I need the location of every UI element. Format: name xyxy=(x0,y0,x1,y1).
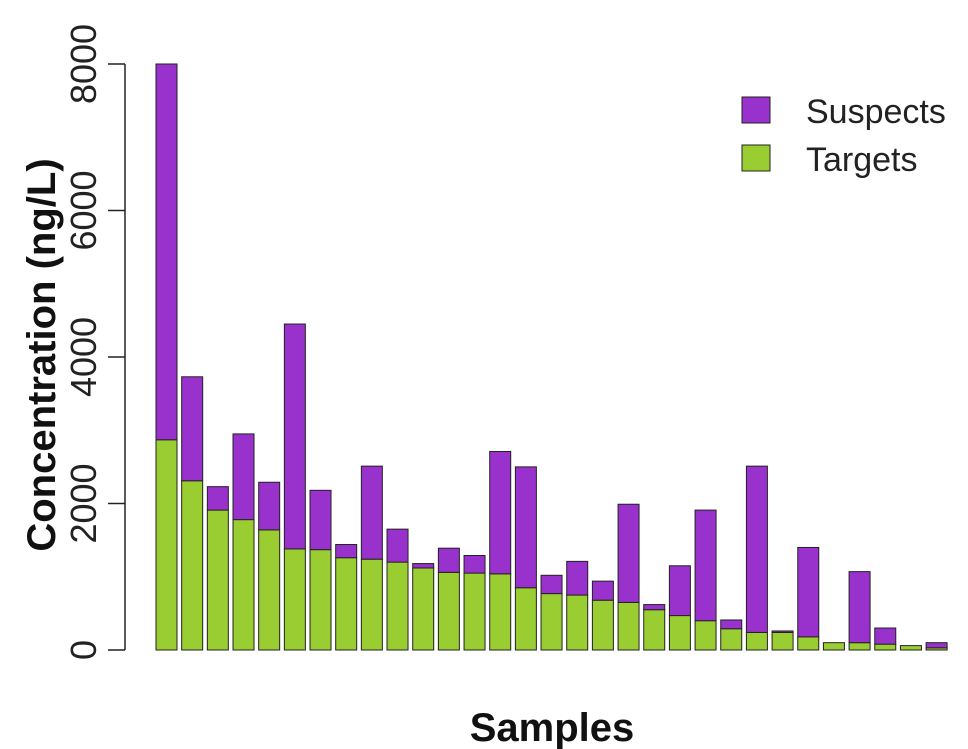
bar-suspects xyxy=(694,509,717,622)
bar-suspects xyxy=(206,486,229,511)
bar-targets xyxy=(668,615,691,651)
bar-targets xyxy=(283,548,306,651)
bar-suspects xyxy=(720,619,743,630)
bar-targets xyxy=(899,645,922,651)
y-axis-title: Concentration (ng/L) xyxy=(20,158,64,551)
bar-suspects xyxy=(181,376,204,482)
bar-suspects xyxy=(771,630,794,633)
bar-targets xyxy=(643,609,666,651)
bar-suspects xyxy=(591,580,614,601)
legend: Suspects Targets xyxy=(741,93,946,179)
bar-targets xyxy=(591,599,614,651)
bar-suspects xyxy=(745,465,768,633)
bar-suspects xyxy=(437,547,460,573)
bar-suspects xyxy=(258,481,281,531)
bar-suspects xyxy=(283,323,306,550)
bar-targets xyxy=(309,549,332,651)
bar-suspects xyxy=(360,465,383,560)
bar-targets xyxy=(745,631,768,651)
bar-targets xyxy=(617,601,640,651)
bar-targets xyxy=(489,573,512,651)
bar-targets xyxy=(386,561,409,651)
y-tick-label: 0 xyxy=(63,640,104,660)
bar-suspects xyxy=(155,63,178,441)
bar-targets xyxy=(232,519,255,651)
bar-targets xyxy=(463,572,486,651)
bar-suspects xyxy=(925,642,948,649)
bar-suspects xyxy=(232,433,255,521)
bar-suspects xyxy=(386,528,409,563)
bar-suspects xyxy=(874,627,897,645)
bar-targets xyxy=(720,628,743,651)
y-tick-label: 8000 xyxy=(63,24,104,104)
bar-targets xyxy=(258,529,281,651)
bar-suspects xyxy=(668,565,691,617)
bar-suspects xyxy=(463,555,486,574)
legend-label-suspects: Suspects xyxy=(806,93,946,131)
bar-targets xyxy=(797,636,820,651)
legend-swatch-suspects xyxy=(741,96,771,124)
legend-label-targets: Targets xyxy=(806,141,918,179)
bar-suspects xyxy=(489,450,512,575)
bar-targets xyxy=(412,567,435,651)
bar-suspects xyxy=(797,546,820,638)
bar-targets xyxy=(848,642,871,651)
bar-targets xyxy=(566,594,589,651)
bar-targets xyxy=(155,439,178,651)
bars xyxy=(155,63,948,651)
bar-suspects xyxy=(540,574,563,595)
bar-targets xyxy=(437,571,460,651)
bar-suspects xyxy=(514,466,537,589)
y-axis: 0 2000 4000 6000 8000 xyxy=(63,24,126,660)
bar-targets xyxy=(694,620,717,651)
bar-suspects xyxy=(309,489,332,551)
bar-suspects xyxy=(643,604,666,611)
bar-suspects xyxy=(335,544,358,559)
y-tick-label: 4000 xyxy=(63,317,104,397)
bar-targets xyxy=(181,480,204,651)
bar-suspects xyxy=(848,571,871,644)
bar-targets xyxy=(360,558,383,651)
y-tick-label: 6000 xyxy=(63,170,104,250)
legend-swatch-targets xyxy=(741,144,771,172)
bar-targets xyxy=(206,509,229,651)
x-axis-title: Samples xyxy=(470,706,635,749)
bar-suspects xyxy=(566,560,589,596)
y-tick-label: 2000 xyxy=(63,463,104,543)
bar-targets xyxy=(822,642,845,651)
bar-targets xyxy=(771,631,794,651)
bar-targets xyxy=(874,643,897,651)
bar-targets xyxy=(514,587,537,651)
bar-targets xyxy=(540,593,563,651)
bar-suspects xyxy=(617,503,640,603)
bar-suspects xyxy=(412,563,435,569)
bar-targets xyxy=(335,557,358,651)
